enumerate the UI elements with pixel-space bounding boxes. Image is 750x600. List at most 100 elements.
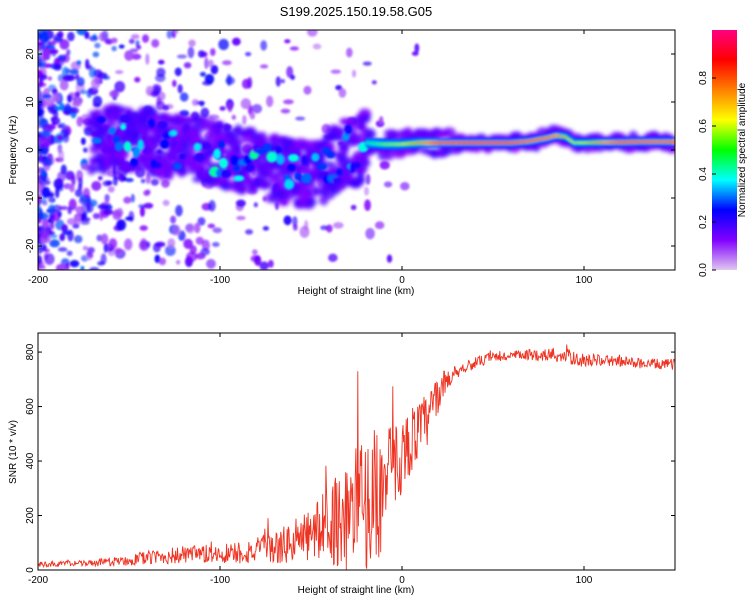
noise-blob: [346, 47, 353, 58]
ridge-blob: [219, 158, 229, 169]
y-tick-label: 0: [25, 147, 36, 153]
noise-blob: [69, 260, 80, 268]
noise-blob: [61, 224, 68, 233]
colorbar-label: Normalized spectral amplitude: [737, 82, 748, 217]
ridge-blob: [112, 135, 121, 144]
noise-blob: [128, 38, 135, 44]
noise-blob: [130, 193, 135, 203]
ridge-halo-blob: [257, 131, 268, 143]
colorbar-tick-label: 0.8: [698, 71, 709, 85]
noise-blob: [47, 191, 55, 198]
noise-blob: [306, 30, 318, 37]
noise-blob: [138, 240, 150, 251]
y-tick-label: 800: [25, 343, 36, 360]
ridge-blob: [120, 123, 127, 131]
ridge-blob: [108, 127, 116, 135]
noise-blob: [183, 62, 192, 69]
ridge-halo-blob: [443, 145, 454, 156]
ridge-blob: [154, 162, 162, 169]
noise-blob: [183, 238, 193, 250]
noise-blob: [62, 53, 70, 63]
noise-blob: [174, 30, 179, 34]
noise-blob: [140, 178, 146, 184]
ridge-halo-blob: [336, 127, 347, 134]
noise-blob: [69, 106, 80, 115]
noise-blob: [115, 70, 124, 75]
noise-blob: [82, 245, 89, 251]
noise-blob: [67, 31, 75, 42]
x-tick-label: -100: [210, 575, 230, 586]
spectrogram-x-ticks: -200 -100 0 100: [28, 30, 593, 286]
noise-blob: [57, 124, 64, 129]
noise-blob: [194, 222, 201, 234]
noise-blob: [328, 253, 338, 263]
noise-blob: [221, 60, 232, 66]
noise-blob: [260, 40, 268, 51]
noise-blob: [150, 90, 159, 98]
noise-blob: [352, 69, 357, 78]
ridge-halo-blob: [212, 122, 227, 130]
noise-blob: [201, 239, 210, 251]
ridge-halo-blob: [178, 167, 189, 176]
noise-blob: [125, 216, 134, 221]
noise-blob: [43, 157, 53, 167]
noise-blob: [40, 228, 50, 239]
noise-blob: [39, 143, 45, 148]
noise-blob: [38, 157, 44, 164]
noise-blob: [251, 103, 263, 114]
snr-frame: [37, 332, 676, 571]
noise-blob: [145, 189, 151, 195]
ridge-halo-blob: [236, 183, 248, 195]
noise-blob: [320, 225, 329, 231]
noise-blob: [65, 262, 70, 270]
noise-blob: [374, 221, 385, 230]
noise-blob: [123, 196, 132, 204]
noise-blob: [414, 43, 420, 53]
noise-blob: [79, 217, 91, 222]
noise-blob: [42, 123, 52, 133]
ridge-blob: [119, 114, 131, 124]
noise-blob: [66, 49, 71, 56]
x-tick-label: -200: [28, 275, 48, 286]
ridge-blob: [194, 152, 205, 163]
noise-blob: [212, 227, 222, 234]
noise-blob: [59, 233, 66, 242]
noise-blob: [364, 186, 370, 196]
noise-blob: [210, 64, 219, 75]
y-tick-label: 0: [25, 567, 36, 573]
noise-blob: [57, 247, 68, 252]
noise-blob: [286, 66, 294, 78]
noise-blob: [66, 250, 73, 257]
noise-blob: [92, 95, 103, 108]
colorbar-gradient: [712, 30, 737, 270]
noise-blob: [157, 59, 165, 65]
noise-blob: [176, 259, 181, 265]
noise-blob: [176, 54, 188, 59]
noise-blob: [38, 101, 44, 108]
noise-blob: [74, 91, 81, 98]
noise-blob: [195, 252, 206, 260]
noise-blob: [125, 178, 134, 183]
ridge-blob: [274, 146, 282, 155]
noise-blob: [195, 236, 204, 245]
noise-blob: [92, 34, 97, 41]
colorbar-tick-label: 0.2: [698, 215, 709, 229]
noise-blob: [174, 67, 182, 77]
ridge-blob: [284, 179, 295, 190]
noise-blob: [162, 104, 170, 111]
noise-blob: [143, 202, 154, 209]
ridge-blob-inner: [671, 140, 675, 143]
noise-blob: [299, 225, 310, 238]
noise-blob: [249, 112, 256, 120]
noise-blob: [51, 93, 61, 102]
noise-blob: [53, 64, 62, 71]
ridge-halo-blob: [361, 115, 371, 124]
ridge-blob: [178, 153, 186, 160]
noise-blob: [200, 107, 210, 119]
noise-blob: [80, 265, 85, 270]
ridge-halo-blob: [132, 129, 143, 137]
y-tick-label: 20: [25, 48, 36, 60]
noise-blob: [130, 34, 140, 40]
